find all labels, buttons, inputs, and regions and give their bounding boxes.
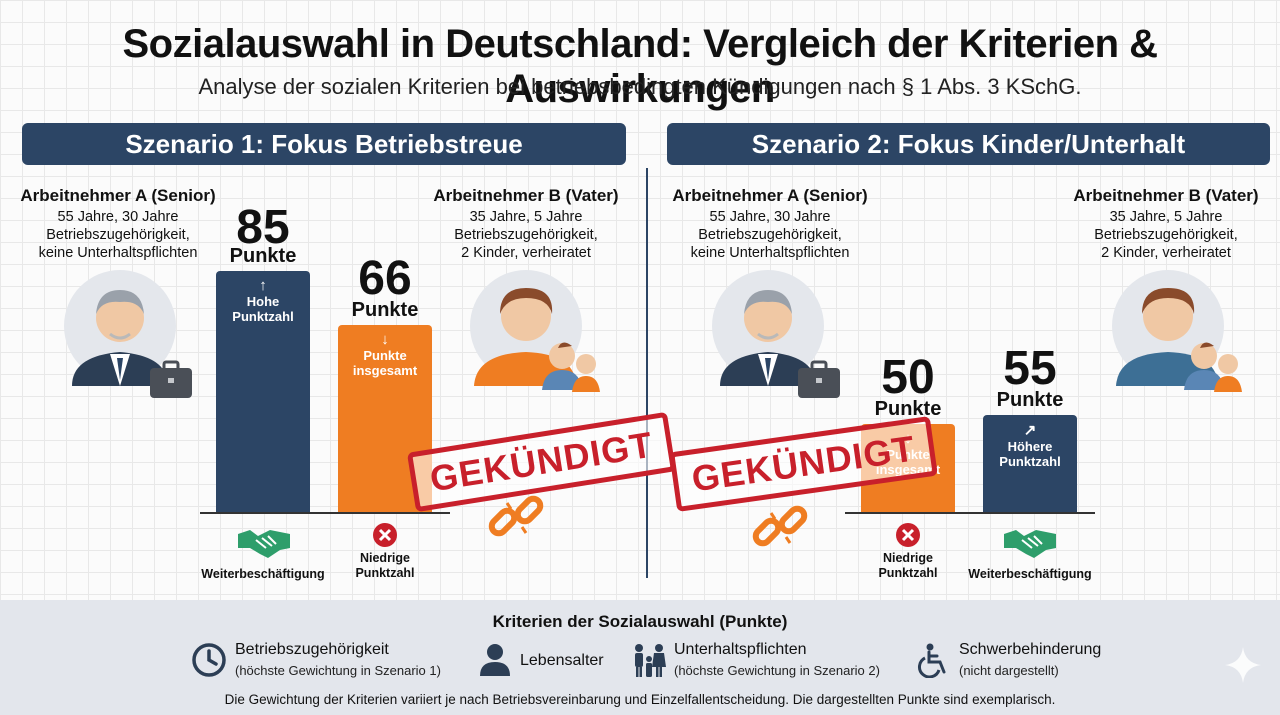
criterion-disability-note: (nicht dargestellt) [959,663,1059,678]
footnote: Die Gewichtung der Kriterien variiert je… [224,692,1056,707]
father-avatar-icon [1112,270,1242,392]
s2-person-b-desc: 35 Jahre, 5 Jahre Betriebszugehörigkeit,… [1094,209,1238,261]
s2-bar-b-unit: Punkte [996,389,1064,411]
grid-background [0,0,1280,600]
s2-bar-b-value: 55 [1003,342,1057,395]
handshake-icon [1004,530,1056,558]
senior-avatar-icon [64,270,192,398]
criterion-age-label: Lebensalter [520,652,604,669]
father-avatar-icon [470,270,600,392]
s1-outcome-a: Weiterbeschäftigung [201,567,325,581]
s1-person-b-name: Arbeitnehmer B (Vater) [433,186,619,205]
s1-outcome-b: Niedrige Punktzahl [355,551,415,580]
s1-bar-b-unit: Punkte [351,299,419,321]
criterion-maintenance-label: Unterhaltspflichten [674,641,807,658]
s2-bar-a-value: 50 [881,351,935,404]
x-circle-icon [896,523,920,547]
criterion-tenure-label: Betriebszugehörigkeit [235,641,389,658]
page-subtitle: Analyse der sozialen Kriterien bei betri… [198,74,1082,99]
family-icon [635,644,666,677]
criterion-maintenance-note: (höchste Gewichtung in Szenario 2) [674,663,880,678]
s1-person-b-desc: 35 Jahre, 5 Jahre Betriebszugehörigkeit,… [454,209,598,261]
s1-baseline [200,512,450,514]
scenario-divider [646,168,648,578]
s2-person-a-desc: 55 Jahre, 30 Jahre Betriebszugehörigkeit… [690,209,850,261]
s2-outcome-a: Niedrige Punktzahl [878,551,938,580]
wheelchair-icon [917,643,946,678]
s2-person-a-name: Arbeitnehmer A (Senior) [672,186,868,205]
s2-person-b-name: Arbeitnehmer B (Vater) [1073,186,1259,205]
page-title: Sozialauswahl in Deutschland: Vergleich … [122,22,1159,111]
s1-person-a-desc: 55 Jahre, 30 Jahre Betriebszugehörigkeit… [38,209,198,261]
sparkle-icon [1225,647,1261,683]
s2-bar-a-unit: Punkte [874,398,942,420]
clock-icon [192,643,226,677]
person-icon [480,644,510,676]
x-circle-icon [373,523,397,547]
s1-bar-a-value: 85 [236,201,290,254]
s1-person-a-name: Arbeitnehmer A (Senior) [20,186,216,205]
s2-bar-b: ↗ Höhere Punktzahl [983,415,1077,512]
s1-bar-a-unit: Punkte [229,245,297,267]
broken-chain-icon [488,495,544,537]
criteria-title: Kriterien der Sozialauswahl (Punkte) [492,612,788,631]
s2-outcome-b: Weiterbeschäftigung [968,567,1092,581]
handshake-icon [238,530,290,558]
s1-bar-b: ↓ Punkte insgesamt [338,325,432,512]
s1-bar-a: ↑ Hohe Punktzahl [216,271,310,512]
s1-bar-b-value: 66 [358,252,412,305]
s2-baseline [845,512,1095,514]
criterion-tenure-note: (höchste Gewichtung in Szenario 1) [235,663,441,678]
criterion-disability-label: Schwerbehinderung [959,641,1102,658]
broken-chain-icon [752,505,808,547]
scenario-1-header: Szenario 1: Fokus Betriebstreue [22,123,626,165]
senior-avatar-icon [712,270,840,398]
scenario-2-header: Szenario 2: Fokus Kinder/Unterhalt [667,123,1270,165]
